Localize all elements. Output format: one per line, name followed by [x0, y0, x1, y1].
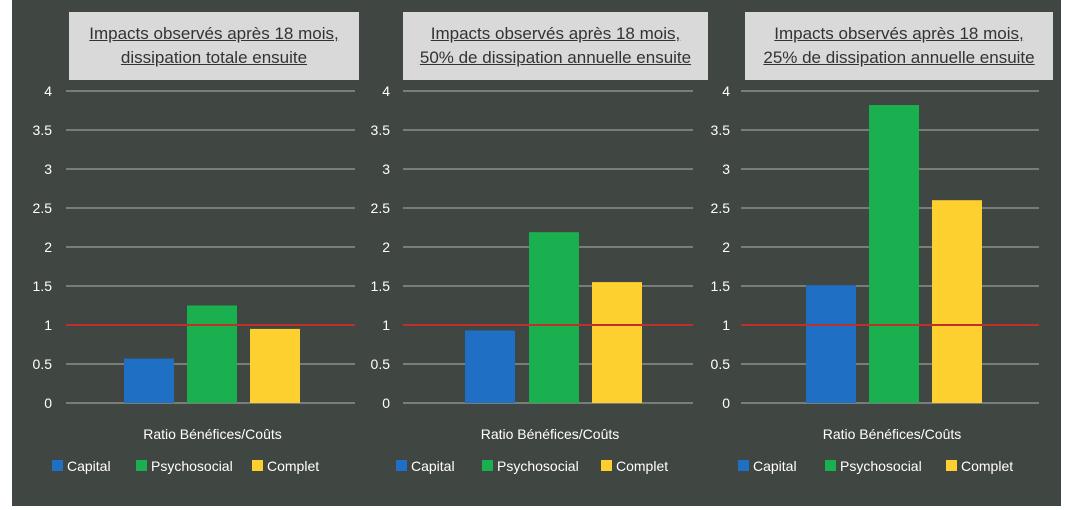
- panel-3-legend-label-psychosocial: Psychosocial: [840, 458, 922, 474]
- panel-3-x-category-label: Ratio Bénéfices/Coûts: [823, 426, 962, 442]
- panel-1-legend-swatch-capital: [52, 460, 63, 471]
- panel-2-title-line-1: Impacts observés après 18 mois,: [430, 24, 681, 43]
- panel-1-ytick-label: 2.5: [33, 200, 53, 216]
- panel-3-ytick-label: 2.5: [711, 200, 731, 216]
- panel-3-legend-swatch-psychosocial: [825, 460, 836, 471]
- panel-3-bar-capital: [806, 285, 856, 403]
- panel-2-legend-swatch-capital: [396, 460, 407, 471]
- panel-1-legend-label-psychosocial: Psychosocial: [151, 458, 233, 474]
- panel-2-ytick-label: 2: [382, 239, 390, 255]
- panel-1-ytick-label: 3: [44, 161, 52, 177]
- panel-2-legend-label-complet: Complet: [616, 458, 668, 474]
- panel-2-x-category-label: Ratio Bénéfices/Coûts: [481, 426, 620, 442]
- panel-2-legend-label-capital: Capital: [411, 458, 455, 474]
- panel-2-ytick-label: 0.5: [371, 356, 391, 372]
- panel-1-legend-swatch-psychosocial: [136, 460, 147, 471]
- panel-2-ytick-label: 4: [382, 83, 390, 99]
- panel-3-ytick-label: 2: [722, 239, 730, 255]
- panel-3-bar-psychosocial: [869, 105, 919, 403]
- panel-2-title-line-2: 50% de dissipation annuelle ensuite: [419, 48, 692, 67]
- panel-1-x-category-label: Ratio Bénéfices/Coûts: [143, 426, 282, 442]
- panel-3-legend-label-complet: Complet: [961, 458, 1013, 474]
- panel-3-ytick-label: 1.5: [711, 278, 731, 294]
- panel-1-ytick-label: 0.5: [33, 356, 53, 372]
- panel-1-title-line-2: dissipation totale ensuite: [120, 48, 308, 67]
- panel-1-legend-label-capital: Capital: [67, 458, 111, 474]
- panel-2-bar-psychosocial: [529, 232, 579, 403]
- panel-1-bar-psychosocial: [187, 305, 237, 403]
- panel-2-ytick-label: 3.5: [371, 122, 391, 138]
- panel-1-legend-label-complet: Complet: [267, 458, 319, 474]
- panel-2-legend-swatch-psychosocial: [482, 460, 493, 471]
- panel-2-title: Impacts observés après 18 mois, 50% de d…: [403, 12, 708, 80]
- panel-1-ytick-label: 1.5: [33, 278, 53, 294]
- panel-3-ytick-label: 0: [722, 395, 730, 411]
- panel-2-ytick-label: 2.5: [371, 200, 391, 216]
- panel-1-ytick-label: 0: [44, 395, 52, 411]
- panel-1-ytick-label: 2: [44, 239, 52, 255]
- panel-3-ytick-label: 4: [722, 83, 730, 99]
- panel-2-bar-capital: [465, 330, 515, 403]
- panel-2-legend-label-psychosocial: Psychosocial: [497, 458, 579, 474]
- panel-3-ytick-label: 0.5: [711, 356, 731, 372]
- panel-2-ytick-label: 3: [382, 161, 390, 177]
- panel-1-legend-swatch-complet: [252, 460, 263, 471]
- panel-3-ytick-label: 3.5: [711, 122, 731, 138]
- panel-1-bar-complet: [250, 328, 300, 403]
- panel-3-ytick-label: 3: [722, 161, 730, 177]
- panel-1-ytick-label: 4: [44, 83, 52, 99]
- panel-1-ytick-label: 1: [44, 317, 52, 333]
- panel-1-title-line-1: Impacts observés après 18 mois,: [89, 24, 339, 43]
- panel-3-title-line-2: 25% de dissipation annuelle ensuite: [763, 48, 1035, 67]
- panel-3-legend-swatch-complet: [946, 460, 957, 471]
- panel-3-legend-swatch-capital: [738, 460, 749, 471]
- panel-2-bar-complet: [592, 282, 642, 403]
- panel-2-ytick-label: 0: [382, 395, 390, 411]
- panel-3-title-line-1: Impacts observés après 18 mois,: [774, 24, 1024, 43]
- panel-3-bar-complet: [932, 200, 982, 403]
- panel-2-ytick-label: 1: [382, 317, 390, 333]
- panel-2-ytick-label: 1.5: [371, 278, 391, 294]
- panel-1-ytick-label: 3.5: [33, 122, 53, 138]
- panel-1-bar-capital: [124, 358, 174, 403]
- panel-3-ytick-label: 1: [722, 317, 730, 333]
- panel-3-legend-label-capital: Capital: [753, 458, 797, 474]
- panel-1-title: Impacts observés après 18 mois, dissipat…: [69, 12, 359, 80]
- panel-3-title: Impacts observés après 18 mois, 25% de d…: [745, 12, 1053, 80]
- panel-2-legend-swatch-complet: [601, 460, 612, 471]
